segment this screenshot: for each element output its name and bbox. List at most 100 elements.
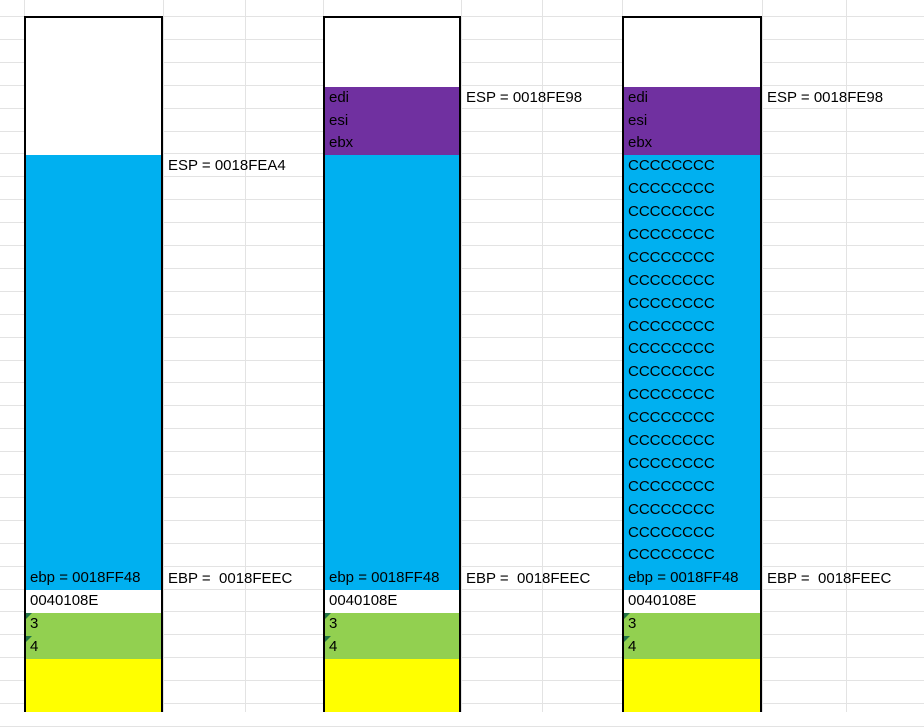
stack-2-cell[interactable]: 4 bbox=[325, 636, 459, 659]
stack-3-cell[interactable] bbox=[624, 704, 760, 712]
stack-2-cell[interactable] bbox=[325, 658, 459, 682]
stack-3-cell[interactable]: 4 bbox=[624, 636, 760, 659]
stack-2-cell[interactable]: edi bbox=[325, 86, 459, 110]
stack-1-cell[interactable]: ebp = 0018FF48 bbox=[26, 567, 161, 591]
stack-2-cell[interactable] bbox=[325, 452, 459, 476]
stack-1-cell[interactable] bbox=[26, 40, 161, 64]
stack-3-cell[interactable]: CCCCCCCC bbox=[624, 338, 760, 362]
stack-2-cell[interactable] bbox=[325, 292, 459, 316]
stack-2-cell[interactable] bbox=[325, 475, 459, 499]
ebp-register-label[interactable]: EBP = 0018FEEC bbox=[466, 569, 591, 587]
stack-1-cell[interactable] bbox=[26, 521, 161, 545]
stack-1-cell[interactable] bbox=[26, 361, 161, 385]
stack-3-cell[interactable]: CCCCCCCC bbox=[624, 292, 760, 316]
stack-1-cell[interactable] bbox=[26, 544, 161, 568]
stack-2-cell[interactable] bbox=[325, 384, 459, 408]
stack-1-cell[interactable] bbox=[26, 246, 161, 270]
stack-3-cell[interactable]: ebp = 0018FF48 bbox=[624, 567, 760, 591]
stack-3-cell[interactable] bbox=[624, 40, 760, 64]
stack-3-cell[interactable]: CCCCCCCC bbox=[624, 430, 760, 453]
stack-1-cell[interactable] bbox=[26, 704, 161, 712]
stack-2-cell[interactable] bbox=[325, 246, 459, 270]
stack-1-cell[interactable] bbox=[26, 498, 161, 522]
stack-3-cell[interactable]: CCCCCCCC bbox=[624, 269, 760, 293]
stack-1-cell[interactable] bbox=[26, 178, 161, 202]
stack-1-cell[interactable] bbox=[26, 430, 161, 453]
stack-3-cell[interactable] bbox=[624, 681, 760, 705]
stack-2-cell[interactable] bbox=[325, 269, 459, 293]
stack-3-cell[interactable]: CCCCCCCC bbox=[624, 246, 760, 270]
gridline-horizontal bbox=[0, 313, 924, 315]
stack-1-cell[interactable] bbox=[26, 681, 161, 705]
stack-3-cell[interactable] bbox=[624, 63, 760, 87]
stack-3-cell[interactable]: CCCCCCCC bbox=[624, 452, 760, 476]
stack-2-cell[interactable] bbox=[325, 430, 459, 453]
stack-3-cell[interactable]: CCCCCCCC bbox=[624, 315, 760, 339]
stack-3-cell[interactable]: CCCCCCCC bbox=[624, 224, 760, 247]
stack-2-cell[interactable] bbox=[325, 224, 459, 247]
stack-2-cell[interactable] bbox=[325, 498, 459, 522]
stack-1-cell[interactable] bbox=[26, 292, 161, 316]
esp-register-label[interactable]: ESP = 0018FE98 bbox=[466, 88, 583, 106]
stack-2-cell[interactable] bbox=[325, 63, 459, 87]
stack-3-cell[interactable]: 3 bbox=[624, 613, 760, 637]
stack-3-cell[interactable]: CCCCCCCC bbox=[624, 544, 760, 568]
stack-2-cell[interactable] bbox=[325, 18, 459, 41]
stack-3-cell[interactable]: CCCCCCCC bbox=[624, 178, 760, 202]
stack-2-cell[interactable]: esi bbox=[325, 109, 459, 133]
stack-2-cell[interactable]: ebp = 0018FF48 bbox=[325, 567, 459, 591]
stack-1-cell[interactable]: 0040108E bbox=[26, 590, 161, 614]
stack-3-cell[interactable] bbox=[624, 18, 760, 41]
stack-1-cell[interactable] bbox=[26, 269, 161, 293]
stack-3-cell[interactable]: CCCCCCCC bbox=[624, 384, 760, 408]
stack-1-cell[interactable] bbox=[26, 109, 161, 133]
stack-2-cell[interactable] bbox=[325, 201, 459, 225]
stack-1-cell[interactable] bbox=[26, 18, 161, 41]
stack-3-cell[interactable]: CCCCCCCC bbox=[624, 201, 760, 225]
stack-2-cell[interactable] bbox=[325, 178, 459, 202]
stack-2-cell[interactable] bbox=[325, 361, 459, 385]
stack-3-cell[interactable]: esi bbox=[624, 109, 760, 133]
stack-3-cell[interactable]: CCCCCCCC bbox=[624, 155, 760, 179]
stack-2-cell[interactable]: ebx bbox=[325, 132, 459, 156]
stack-1-cell[interactable] bbox=[26, 86, 161, 110]
stack-2-cell[interactable] bbox=[325, 681, 459, 705]
stack-2-cell[interactable] bbox=[325, 155, 459, 179]
stack-1-cell[interactable]: 4 bbox=[26, 636, 161, 659]
esp-register-label[interactable]: ESP = 0018FE98 bbox=[767, 88, 884, 106]
stack-1-cell[interactable] bbox=[26, 201, 161, 225]
stack-2-cell[interactable] bbox=[325, 338, 459, 362]
stack-1-cell[interactable] bbox=[26, 155, 161, 179]
stack-1-cell[interactable] bbox=[26, 407, 161, 431]
stack-2-cell[interactable] bbox=[325, 407, 459, 431]
stack-3-cell[interactable]: CCCCCCCC bbox=[624, 498, 760, 522]
stack-3-cell[interactable]: ebx bbox=[624, 132, 760, 156]
ebp-register-label[interactable]: EBP = 0018FEEC bbox=[168, 569, 293, 587]
stack-2-cell[interactable] bbox=[325, 40, 459, 64]
stack-3-cell[interactable]: CCCCCCCC bbox=[624, 475, 760, 499]
stack-1-cell[interactable] bbox=[26, 338, 161, 362]
stack-3-cell[interactable]: CCCCCCCC bbox=[624, 407, 760, 431]
esp-register-label[interactable]: ESP = 0018FEA4 bbox=[168, 157, 286, 175]
stack-1-cell[interactable] bbox=[26, 224, 161, 247]
stack-2-cell[interactable] bbox=[325, 544, 459, 568]
stack-2-cell[interactable] bbox=[325, 704, 459, 712]
stack-1-cell[interactable] bbox=[26, 384, 161, 408]
stack-1-cell[interactable] bbox=[26, 658, 161, 682]
stack-2-cell[interactable]: 3 bbox=[325, 613, 459, 637]
stack-3-cell[interactable]: 0040108E bbox=[624, 590, 760, 614]
stack-1-cell[interactable] bbox=[26, 63, 161, 87]
stack-1-cell[interactable]: 3 bbox=[26, 613, 161, 637]
stack-3-cell[interactable] bbox=[624, 658, 760, 682]
stack-2-cell[interactable]: 0040108E bbox=[325, 590, 459, 614]
stack-1-cell[interactable] bbox=[26, 475, 161, 499]
stack-1-cell[interactable] bbox=[26, 132, 161, 156]
stack-3-cell[interactable]: edi bbox=[624, 86, 760, 110]
stack-1-cell[interactable] bbox=[26, 315, 161, 339]
stack-2-cell[interactable] bbox=[325, 521, 459, 545]
stack-3-cell[interactable]: CCCCCCCC bbox=[624, 521, 760, 545]
stack-1-cell[interactable] bbox=[26, 452, 161, 476]
ebp-register-label[interactable]: EBP = 0018FEEC bbox=[767, 569, 892, 587]
stack-3-cell[interactable]: CCCCCCCC bbox=[624, 361, 760, 385]
stack-2-cell[interactable] bbox=[325, 315, 459, 339]
